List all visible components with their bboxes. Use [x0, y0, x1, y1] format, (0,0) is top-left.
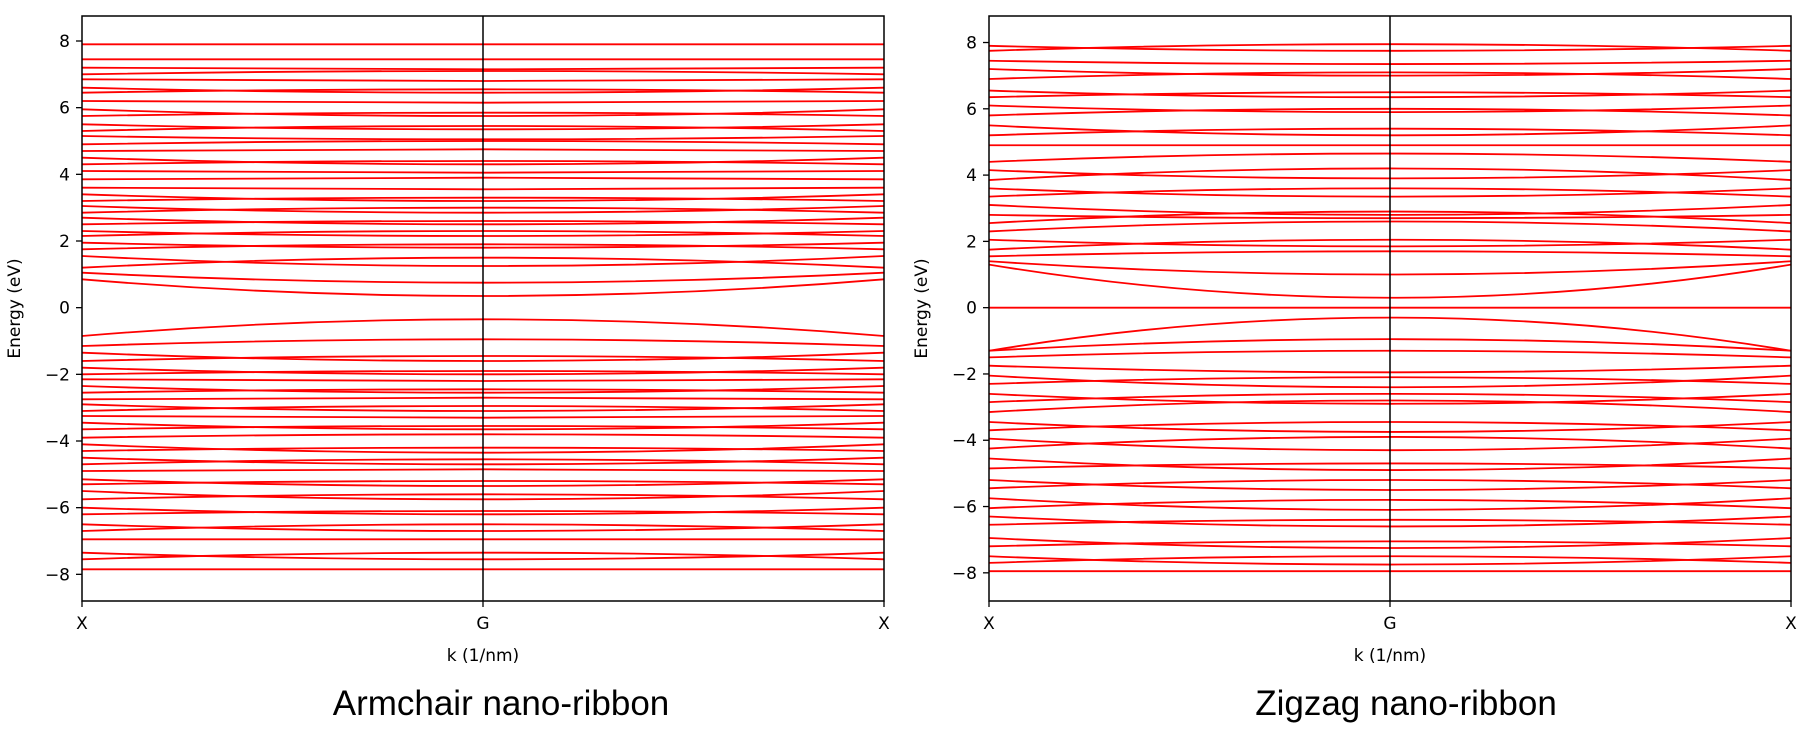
y-tick-label: 6 — [59, 99, 70, 119]
y-tick-label: −4 — [952, 431, 977, 451]
y-axis-label: Energy (eV) — [912, 258, 932, 358]
x-tick-label: X — [1785, 614, 1797, 634]
y-tick-label: 6 — [966, 100, 977, 120]
y-tick-label: 4 — [966, 166, 977, 186]
y-tick-label: 4 — [59, 165, 70, 185]
x-tick-label: X — [76, 614, 88, 634]
panel-caption-zigzag: Zigzag nano-ribbon — [1255, 684, 1557, 723]
y-tick-label: −6 — [952, 498, 977, 518]
y-axis-label: Energy (eV) — [5, 258, 25, 358]
y-tick-label: 2 — [59, 232, 70, 252]
y-tick-label: −2 — [45, 365, 70, 385]
y-tick-label: 8 — [966, 34, 977, 54]
x-tick-label: G — [1383, 614, 1396, 634]
chart-panel-armchair: −8 −6 −4 −2 0 2 4 6 8 X G Xk (1/nm) Energy (eV) — [5, 15, 890, 666]
y-tick-label: 0 — [966, 299, 977, 319]
x-tick-label: X — [983, 614, 995, 634]
y-tick-label: −8 — [952, 564, 977, 584]
x-tick-label: X — [878, 614, 890, 634]
y-tick-label: −2 — [952, 365, 977, 385]
x-tick-label: G — [476, 614, 489, 634]
y-tick-label: 0 — [59, 299, 70, 319]
chart-panel-zigzag: −8 −6 −4 −2 0 2 4 6 8 X G Xk (1/nm) Energy (eV) — [912, 15, 1797, 666]
y-tick-label: −4 — [45, 432, 70, 452]
x-axis-label: k (1/nm) — [1354, 646, 1426, 666]
y-tick-label: 2 — [966, 232, 977, 252]
y-tick-label: 8 — [59, 32, 70, 52]
y-tick-label: −8 — [45, 565, 70, 585]
panel-caption-armchair: Armchair nano-ribbon — [332, 684, 670, 723]
y-tick-label: −6 — [45, 499, 70, 519]
x-axis-label: k (1/nm) — [447, 646, 519, 666]
